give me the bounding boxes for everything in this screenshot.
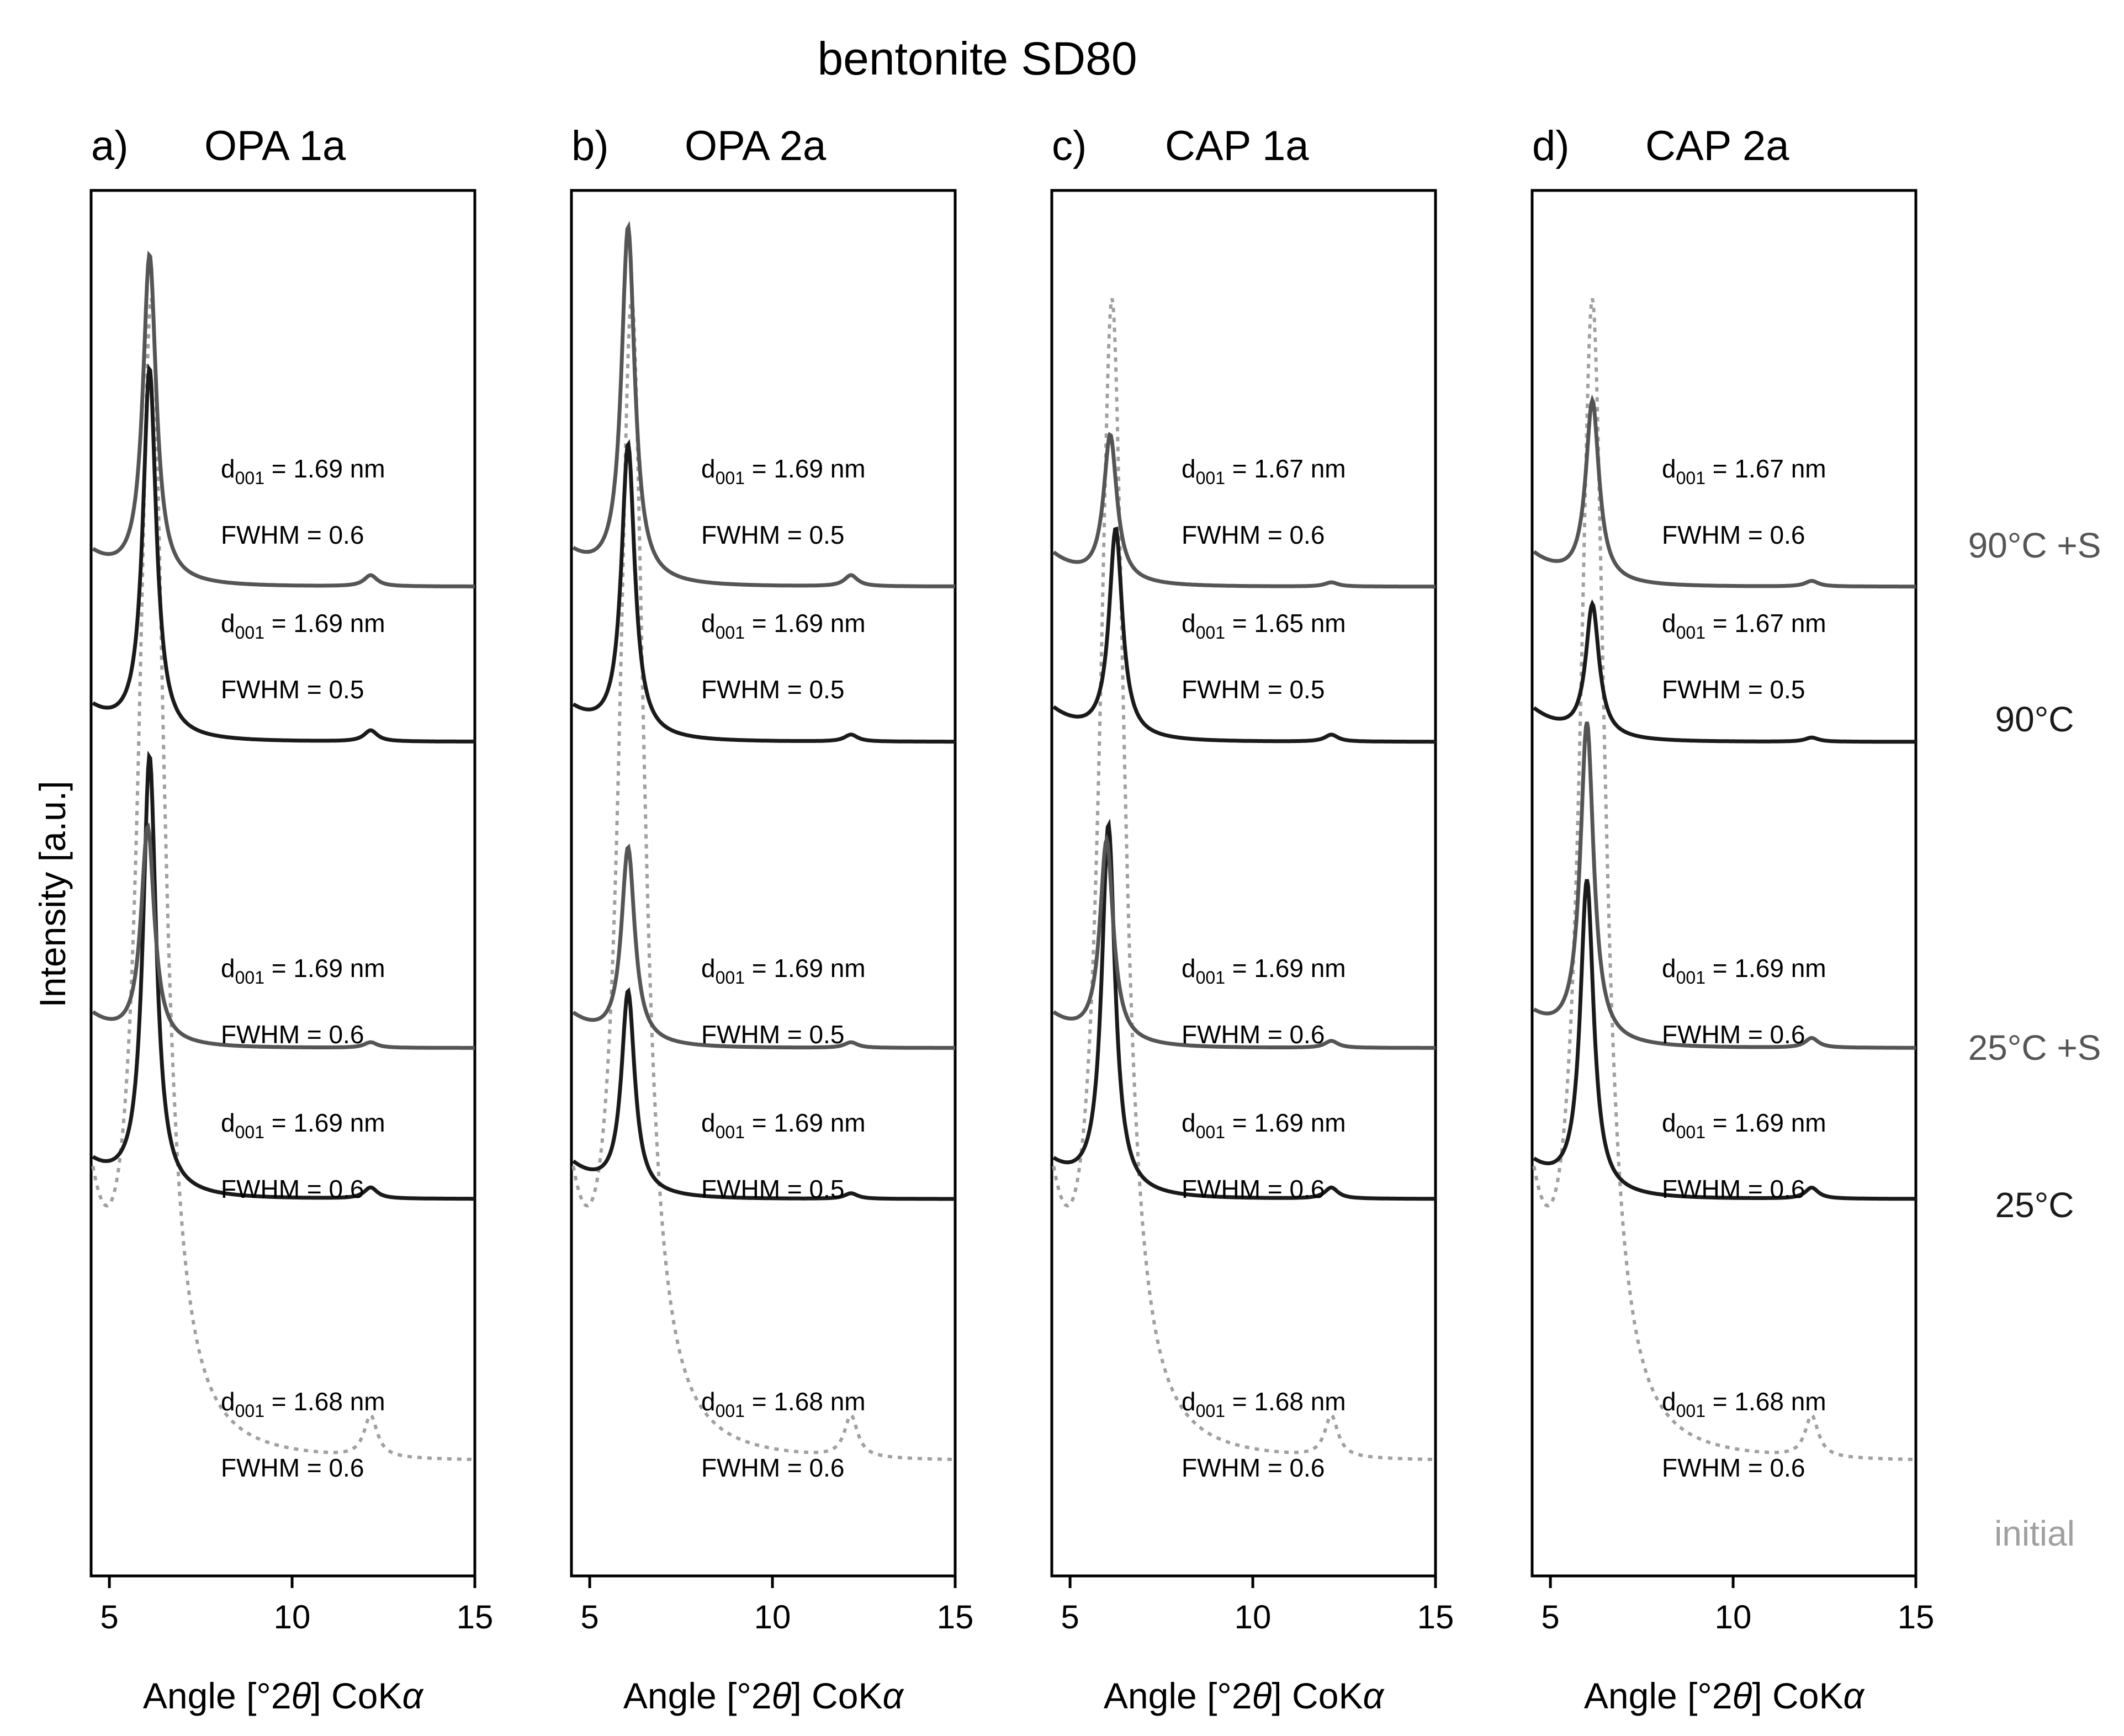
fwhm-annotation: FWHM = 0.6 bbox=[1182, 1020, 1325, 1049]
d001-annotation: d001 = 1.68 nm bbox=[1662, 1387, 1826, 1421]
d001-annotation: d001 = 1.68 nm bbox=[701, 1387, 866, 1421]
fwhm-annotation: FWHM = 0.6 bbox=[701, 1453, 844, 1482]
x-tick-label: 10 bbox=[754, 1599, 791, 1636]
d001-annotation: d001 = 1.69 nm bbox=[1182, 954, 1346, 988]
fwhm-annotation: FWHM = 0.6 bbox=[221, 1175, 364, 1203]
fwhm-annotation: FWHM = 0.5 bbox=[221, 675, 364, 704]
series-line-90 bbox=[572, 439, 955, 744]
d001-annotation: d001 = 1.67 nm bbox=[1662, 609, 1826, 643]
d001-annotation: d001 = 1.69 nm bbox=[221, 609, 385, 643]
x-tick-label: 15 bbox=[1898, 1599, 1935, 1636]
row-label-25: 25°C bbox=[1995, 1185, 2074, 1225]
x-axis-label: Angle [°2θ] CoKα bbox=[1584, 1675, 1866, 1716]
fwhm-annotation: FWHM = 0.5 bbox=[701, 675, 844, 704]
d001-annotation: d001 = 1.67 nm bbox=[1182, 454, 1346, 488]
fwhm-annotation: FWHM = 0.5 bbox=[701, 521, 844, 549]
fwhm-annotation: FWHM = 0.6 bbox=[1662, 1453, 1805, 1482]
row-label-90: 90°C bbox=[1995, 699, 2074, 739]
d001-annotation: d001 = 1.69 nm bbox=[221, 454, 385, 488]
series-line-25 bbox=[1052, 819, 1436, 1201]
plot-frame bbox=[1050, 189, 1437, 1578]
x-tick-label: 5 bbox=[580, 1599, 598, 1636]
plot-frame bbox=[570, 189, 957, 1578]
row-label-25S: 25°C +S bbox=[1968, 1028, 2101, 1068]
x-tick-label: 5 bbox=[1541, 1599, 1559, 1636]
panel-3: c) CAP 1a 5 10 15 Angle [°2θ] CoKα d001 = 1.68… bbox=[1050, 123, 1454, 1716]
fwhm-annotation: FWHM = 0.5 bbox=[701, 1020, 844, 1049]
panel-letter: c) bbox=[1052, 123, 1087, 169]
panel-letter: b) bbox=[571, 123, 609, 169]
series-line-25S bbox=[1052, 833, 1436, 1050]
row-label-init: initial bbox=[1994, 1514, 2075, 1553]
x-axis-label: Angle [°2θ] CoKα bbox=[1104, 1675, 1385, 1716]
series-line-90S bbox=[572, 221, 956, 588]
d001-annotation: d001 = 1.68 nm bbox=[221, 1387, 385, 1421]
row-label-90S: 90°C +S bbox=[1968, 525, 2101, 565]
series-line-90 bbox=[1533, 599, 1916, 744]
series-line-25S bbox=[92, 822, 475, 1050]
fwhm-annotation: FWHM = 0.6 bbox=[221, 1453, 364, 1482]
x-tick-label: 5 bbox=[100, 1599, 118, 1636]
d001-annotation: d001 = 1.69 nm bbox=[1182, 1108, 1346, 1142]
series-line-90 bbox=[1052, 526, 1436, 744]
series-line-25S bbox=[1533, 721, 1916, 1050]
fwhm-annotation: FWHM = 0.5 bbox=[701, 1175, 844, 1203]
panel-letter: d) bbox=[1532, 123, 1570, 169]
series-line-25S bbox=[572, 843, 955, 1050]
fwhm-annotation: FWHM = 0.6 bbox=[221, 1020, 364, 1049]
x-tick-label: 15 bbox=[457, 1599, 494, 1636]
y-axis-label: Intensity [a.u.] bbox=[32, 781, 73, 1008]
x-axis-label: Angle [°2θ] CoKα bbox=[143, 1675, 425, 1716]
d001-annotation: d001 = 1.68 nm bbox=[1182, 1387, 1346, 1421]
fwhm-annotation: FWHM = 0.6 bbox=[1182, 521, 1325, 549]
x-tick-label: 10 bbox=[274, 1599, 311, 1636]
x-tick-label: 15 bbox=[937, 1599, 974, 1636]
panels: a) OPA 1a 5 10 15 Angle [°2θ] CoKα d001 = 1.68… bbox=[89, 123, 1935, 1716]
d001-annotation: d001 = 1.69 nm bbox=[701, 454, 866, 488]
series-line-init bbox=[1532, 298, 1916, 1462]
fwhm-annotation: FWHM = 0.6 bbox=[221, 521, 364, 549]
panel-title: CAP 1a bbox=[1165, 123, 1309, 169]
series-line-90S bbox=[1533, 394, 1916, 589]
d001-annotation: d001 = 1.69 nm bbox=[221, 1108, 385, 1142]
series-line-25 bbox=[1533, 879, 1916, 1201]
x-tick-label: 10 bbox=[1235, 1599, 1272, 1636]
fwhm-annotation: FWHM = 0.6 bbox=[1662, 1175, 1805, 1203]
panel-1: a) OPA 1a 5 10 15 Angle [°2θ] CoKα d001 = 1.68… bbox=[89, 123, 494, 1716]
x-tick-label: 10 bbox=[1715, 1599, 1752, 1636]
fwhm-annotation: FWHM = 0.5 bbox=[1182, 675, 1325, 704]
series-line-25 bbox=[572, 987, 955, 1201]
series-line-init bbox=[1052, 298, 1436, 1462]
d001-annotation: d001 = 1.65 nm bbox=[1182, 609, 1346, 643]
panel-4: d) CAP 2a 5 10 15 Angle [°2θ] CoKα d001 = 1.68… bbox=[1530, 123, 1935, 1716]
d001-annotation: d001 = 1.69 nm bbox=[1662, 1108, 1826, 1142]
panel-title: OPA 1a bbox=[204, 123, 346, 169]
fwhm-annotation: FWHM = 0.6 bbox=[1182, 1175, 1325, 1203]
d001-annotation: d001 = 1.69 nm bbox=[701, 609, 866, 643]
panel-title: CAP 2a bbox=[1645, 123, 1789, 169]
panel-2: b) OPA 2a 5 10 15 Angle [°2θ] CoKα d001 = 1.68… bbox=[570, 123, 974, 1716]
x-tick-label: 5 bbox=[1061, 1599, 1079, 1636]
fwhm-annotation: FWHM = 0.6 bbox=[1662, 1020, 1805, 1049]
d001-annotation: d001 = 1.69 nm bbox=[221, 954, 385, 988]
chart-title: bentonite SD80 bbox=[817, 33, 1137, 84]
d001-annotation: d001 = 1.69 nm bbox=[701, 954, 866, 988]
panel-title: OPA 2a bbox=[685, 123, 827, 169]
x-axis-label: Angle [°2θ] CoKα bbox=[623, 1675, 905, 1716]
d001-annotation: d001 = 1.69 nm bbox=[1662, 954, 1826, 988]
panel-letter: a) bbox=[91, 123, 129, 169]
series-line-90S bbox=[92, 250, 475, 588]
fwhm-annotation: FWHM = 0.6 bbox=[1182, 1453, 1325, 1482]
plot-frame bbox=[89, 189, 476, 1578]
row-labels: 90°C +S 90°C 25°C +S 25°C initial bbox=[1968, 525, 2101, 1553]
d001-annotation: d001 = 1.67 nm bbox=[1662, 454, 1826, 488]
series-line-90S bbox=[1052, 432, 1436, 589]
series-line-90 bbox=[92, 363, 475, 744]
plot-frame bbox=[1530, 189, 1918, 1578]
d001-annotation: d001 = 1.69 nm bbox=[701, 1108, 866, 1142]
x-tick-label: 15 bbox=[1417, 1599, 1454, 1636]
fwhm-annotation: FWHM = 0.6 bbox=[1662, 521, 1805, 549]
fwhm-annotation: FWHM = 0.5 bbox=[1662, 675, 1805, 704]
